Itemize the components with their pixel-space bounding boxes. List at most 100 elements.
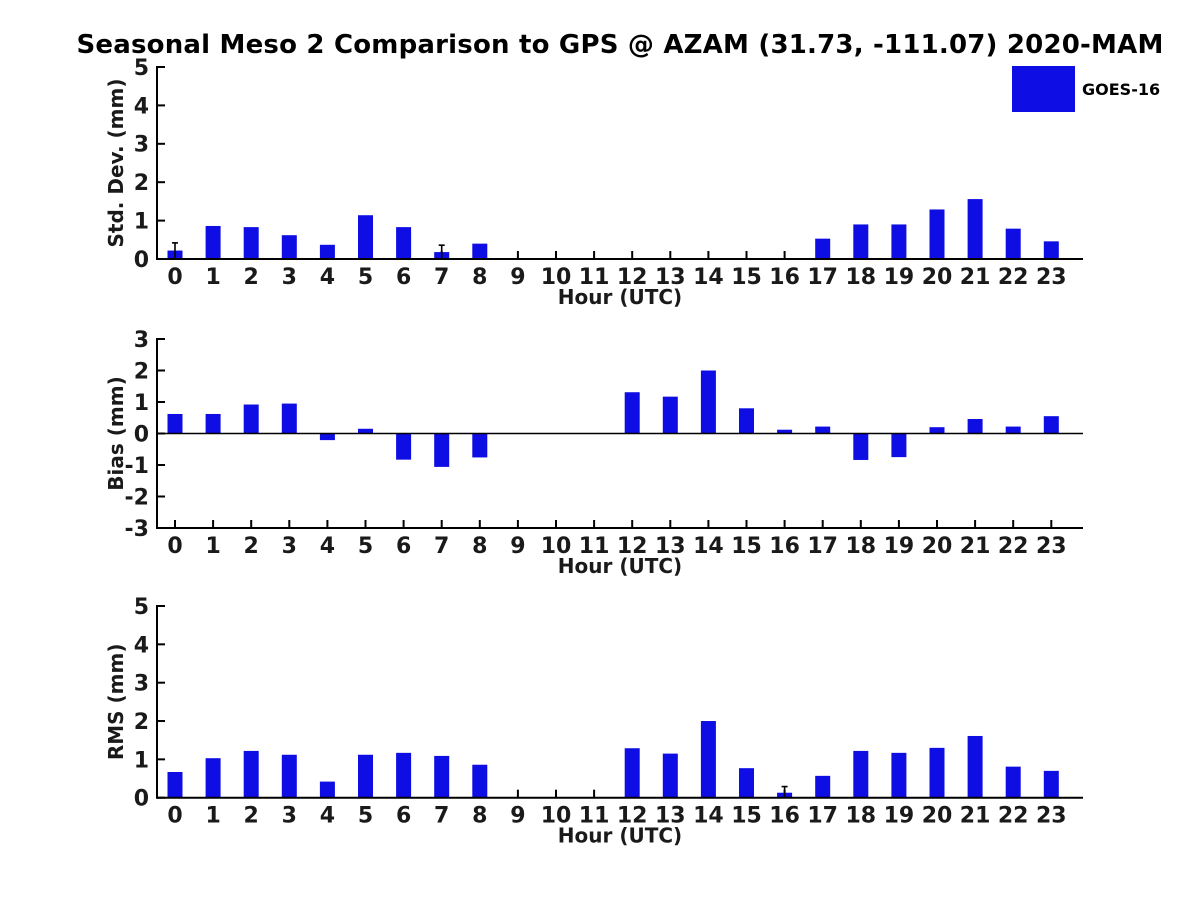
stddev-xtick-label: 14 xyxy=(693,265,724,290)
rms-xtick-label: 0 xyxy=(167,804,182,829)
bias-xtick-label: 4 xyxy=(320,534,335,559)
bias-bar-h13 xyxy=(662,396,678,434)
rms-xlabel: Hour (UTC) xyxy=(558,824,682,848)
rms-ytick-label: 5 xyxy=(134,595,149,620)
rms-xtick-label: 5 xyxy=(358,804,373,829)
stddev-xtick-label: 9 xyxy=(510,265,525,290)
stddev-ytick-label: 4 xyxy=(134,94,149,119)
stddev-xtick-label: 17 xyxy=(807,265,838,290)
bias-xtick-label: 21 xyxy=(960,534,991,559)
bias-bar-h12 xyxy=(624,392,640,434)
bias-xtick-label: 5 xyxy=(358,534,373,559)
bias-bar-h8 xyxy=(472,433,488,458)
rms-xtick-label: 13 xyxy=(655,804,686,829)
rms-xtick-label: 2 xyxy=(244,804,259,829)
rms-bar-h1 xyxy=(205,758,221,798)
stddev-ytick-label: 2 xyxy=(134,171,149,196)
rms-bar-h6 xyxy=(396,752,412,798)
bias-xtick-label: 8 xyxy=(472,534,487,559)
bias-ytick-label: -2 xyxy=(125,485,149,510)
stddev-xtick-label: 13 xyxy=(655,265,686,290)
rms-ytick-label: 4 xyxy=(134,633,149,658)
rms-bar-h0 xyxy=(167,772,183,798)
stddev-bar-h2 xyxy=(243,227,259,259)
rms-xtick-label: 7 xyxy=(434,804,449,829)
rms-xtick-label: 12 xyxy=(617,804,648,829)
rms-xtick-label: 11 xyxy=(579,804,610,829)
rms-bar-h5 xyxy=(358,754,373,798)
bias-xtick-label: 0 xyxy=(167,534,182,559)
bias-bar-h15 xyxy=(739,408,754,434)
rms-xtick-label: 10 xyxy=(541,804,572,829)
stddev-xtick-label: 12 xyxy=(617,265,648,290)
legend-swatch-goes16 xyxy=(1012,66,1075,112)
rms-xtick-label: 18 xyxy=(845,804,876,829)
bias-xtick-label: 18 xyxy=(845,534,876,559)
bias-xlabel: Hour (UTC) xyxy=(558,554,682,578)
rms-bar-h22 xyxy=(1005,766,1021,798)
bias-bar-h3 xyxy=(281,403,297,434)
rms-bar-h3 xyxy=(281,754,297,798)
rms-xtick-label: 1 xyxy=(205,804,220,829)
bias-bar-h2 xyxy=(243,404,259,434)
figure-title: Seasonal Meso 2 Comparison to GPS @ AZAM… xyxy=(76,30,1164,60)
bias-xtick-label: 3 xyxy=(282,534,297,559)
stddev-xtick-label: 0 xyxy=(167,265,182,290)
rms-bar-h21 xyxy=(967,735,983,798)
rms-ytick-label: 3 xyxy=(134,672,149,697)
rms-ytick-label: 1 xyxy=(134,748,149,773)
bias-xtick-label: 19 xyxy=(884,534,915,559)
rms-xtick-label: 4 xyxy=(320,804,335,829)
bias-bar-h14 xyxy=(700,370,716,434)
stddev-xtick-label: 18 xyxy=(845,265,876,290)
stddev-xtick-label: 6 xyxy=(396,265,411,290)
bias-bar-h1 xyxy=(205,413,221,434)
rms-bar-h2 xyxy=(243,750,259,798)
rms-bar-h23 xyxy=(1043,770,1059,798)
stddev-bar-h8 xyxy=(472,243,488,259)
rms-xtick-label: 22 xyxy=(998,804,1029,829)
stddev-xtick-label: 10 xyxy=(541,265,572,290)
bias-xtick-label: 15 xyxy=(731,534,762,559)
bias-bar-h4 xyxy=(319,433,335,441)
rms-bar-h19 xyxy=(891,752,907,798)
stddev-xtick-label: 11 xyxy=(579,265,610,290)
rms-xtick-label: 15 xyxy=(731,804,762,829)
bias-xtick-label: 13 xyxy=(655,534,686,559)
stddev-xtick-label: 3 xyxy=(282,265,297,290)
rms-bar-h12 xyxy=(624,748,640,798)
stddev-xtick-label: 23 xyxy=(1036,265,1067,290)
bias-bar-h23 xyxy=(1043,416,1059,434)
rms-xtick-label: 9 xyxy=(510,804,525,829)
stddev-bar-h19 xyxy=(891,224,907,259)
rms-bar-h20 xyxy=(929,747,945,798)
stddev-ylabel: Std. Dev. (mm) xyxy=(104,79,128,248)
rms-ytick-label: 2 xyxy=(134,710,149,735)
stddev-xtick-label: 5 xyxy=(358,265,373,290)
rms-bar-h15 xyxy=(739,768,754,798)
stddev-ytick-label: 5 xyxy=(134,56,149,81)
rms-xtick-label: 16 xyxy=(769,804,800,829)
stddev-bar-h22 xyxy=(1005,228,1021,259)
bias-xtick-label: 6 xyxy=(396,534,411,559)
rms-xtick-label: 20 xyxy=(922,804,953,829)
stddev-bar-h6 xyxy=(396,227,412,259)
rms-bar-h4 xyxy=(319,781,335,798)
stddev-ytick-label: 1 xyxy=(134,210,149,235)
stddev-xtick-label: 20 xyxy=(922,265,953,290)
rms-xtick-label: 3 xyxy=(282,804,297,829)
bias-xtick-label: 17 xyxy=(807,534,838,559)
bias-xtick-label: 1 xyxy=(205,534,220,559)
stddev-xtick-label: 15 xyxy=(731,265,762,290)
stddev-xtick-label: 2 xyxy=(244,265,259,290)
bias-bar-h20 xyxy=(929,427,945,434)
stddev-ytick-label: 0 xyxy=(134,248,149,273)
bias-xtick-label: 10 xyxy=(541,534,572,559)
bias-xtick-label: 9 xyxy=(510,534,525,559)
bias-xtick-label: 16 xyxy=(769,534,800,559)
rms-xtick-label: 6 xyxy=(396,804,411,829)
